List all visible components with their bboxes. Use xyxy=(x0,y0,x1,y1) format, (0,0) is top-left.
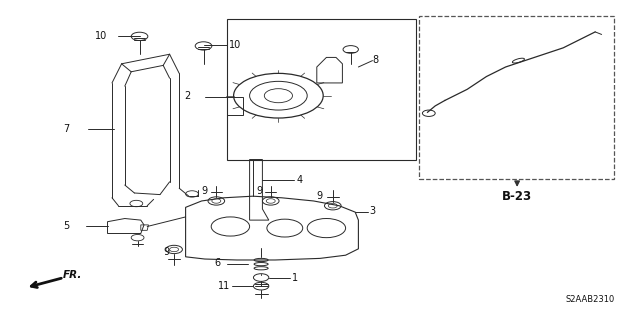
Text: 6: 6 xyxy=(214,258,221,268)
Bar xyxy=(227,97,243,115)
Text: S2AAB2310: S2AAB2310 xyxy=(565,295,614,304)
Text: 8: 8 xyxy=(372,55,379,65)
Text: B-23: B-23 xyxy=(502,190,532,203)
Text: 3: 3 xyxy=(369,206,376,217)
Text: FR.: FR. xyxy=(63,270,82,280)
Text: 2: 2 xyxy=(184,91,191,101)
Text: 9: 9 xyxy=(256,186,262,197)
Text: 7: 7 xyxy=(63,124,69,134)
Text: 1: 1 xyxy=(292,272,298,283)
Bar xyxy=(227,19,416,160)
Text: 9: 9 xyxy=(202,186,208,197)
Text: 10: 10 xyxy=(229,40,241,50)
Text: 4: 4 xyxy=(296,174,303,185)
Text: 11: 11 xyxy=(218,281,230,291)
Text: 5: 5 xyxy=(63,221,69,231)
Text: 9: 9 xyxy=(317,191,323,201)
Bar xyxy=(419,16,614,179)
Text: 9: 9 xyxy=(163,247,170,257)
Text: 10: 10 xyxy=(95,31,107,41)
